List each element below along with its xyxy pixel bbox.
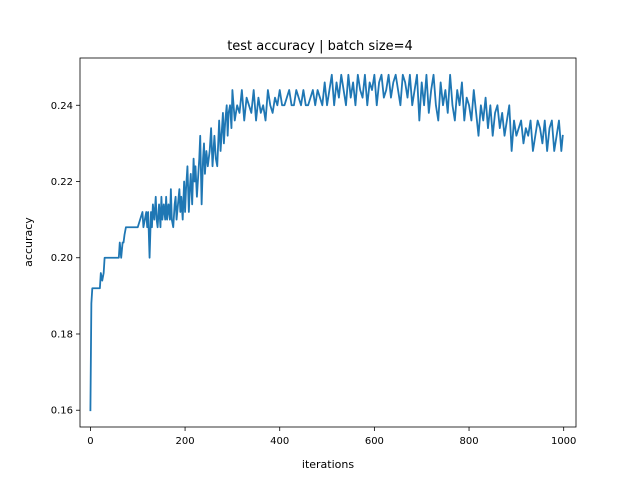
x-tick-label: 600	[365, 436, 384, 447]
y-axis-label: accuracy	[22, 217, 35, 267]
y-tick-label: 0.18	[51, 329, 73, 340]
y-tick-label: 0.24	[51, 101, 73, 112]
y-tick-label: 0.22	[51, 177, 73, 188]
x-tick-label: 400	[270, 436, 289, 447]
x-axis-label: iterations	[302, 458, 354, 471]
x-axis: 0 200 400 600 800 1000	[87, 427, 576, 447]
x-tick-label: 1000	[551, 436, 576, 447]
series-line-accuracy	[89, 73, 564, 412]
x-tick-label: 200	[176, 436, 195, 447]
y-axis: 0.16 0.18 0.20 0.22 0.24	[51, 101, 80, 417]
y-tick-label: 0.16	[51, 406, 73, 417]
series-layer	[89, 73, 564, 412]
y-tick-label: 0.20	[51, 253, 73, 264]
x-tick-label: 0	[87, 436, 93, 447]
axes-frame	[79, 57, 577, 428]
chart-title: test accuracy | batch size=4	[227, 39, 413, 54]
x-tick-label: 800	[459, 436, 478, 447]
